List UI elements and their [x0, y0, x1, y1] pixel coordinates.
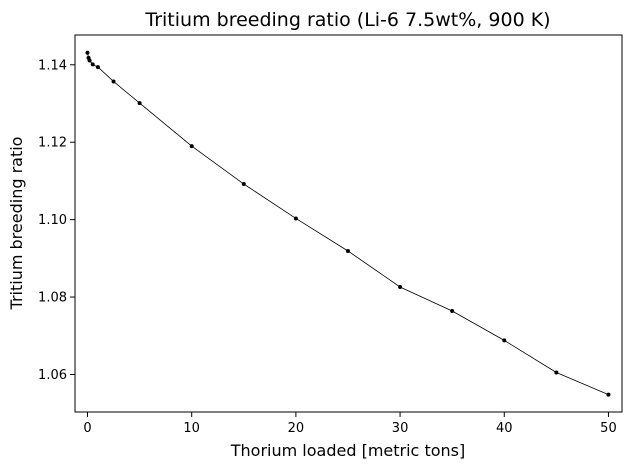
- data-point: [293, 216, 298, 221]
- data-point: [137, 101, 142, 106]
- data-point: [606, 392, 611, 397]
- data-point: [95, 65, 100, 70]
- x-axis-label: Thorium loaded [metric tons]: [230, 441, 465, 460]
- data-point: [90, 62, 95, 67]
- data-point: [554, 370, 559, 375]
- y-tick-label: 1.06: [38, 368, 67, 383]
- plot-frame: [74, 34, 623, 413]
- x-tick-label: 0: [83, 421, 91, 436]
- series-line: [87, 52, 609, 395]
- data-point: [502, 338, 507, 343]
- y-axis-label: Tritium breeding ratio: [7, 137, 26, 311]
- x-tick-label: 40: [496, 421, 513, 436]
- x-tick-label: 50: [600, 421, 617, 436]
- chart-title: Tritium breeding ratio (Li-6 7.5wt%, 900…: [144, 9, 550, 31]
- data-point: [345, 248, 350, 253]
- y-tick-label: 1.08: [38, 291, 67, 306]
- x-tick-label: 10: [183, 421, 200, 436]
- x-tick-label: 20: [288, 421, 305, 436]
- y-tick-label: 1.10: [38, 213, 67, 228]
- data-point: [450, 308, 455, 313]
- x-axis: 0 10 20 30 40 50: [83, 412, 617, 436]
- data-point: [111, 79, 116, 84]
- data-point: [85, 50, 90, 55]
- x-tick-label: 30: [392, 421, 409, 436]
- data-point: [189, 144, 194, 149]
- data-point: [87, 58, 92, 63]
- data-point: [241, 182, 246, 187]
- y-tick-label: 1.14: [38, 58, 67, 73]
- y-axis: 1.06 1.08 1.10 1.12 1.14: [38, 58, 75, 383]
- y-tick-label: 1.12: [38, 136, 67, 151]
- data-point: [398, 284, 403, 289]
- data-points: [85, 50, 611, 397]
